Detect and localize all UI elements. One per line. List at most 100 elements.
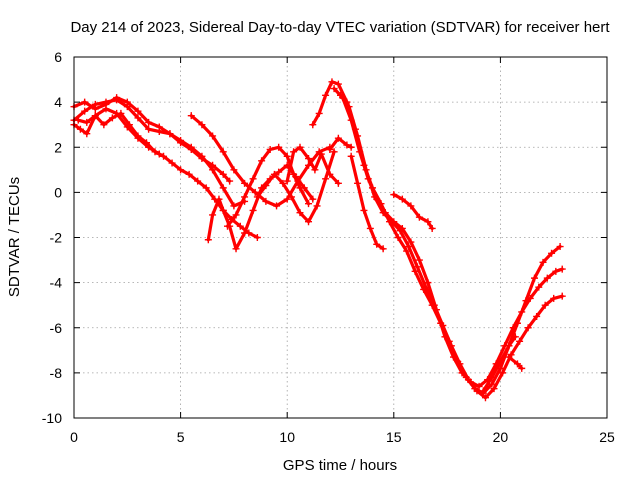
data-point-plus-marker	[334, 134, 342, 142]
data-point-plus-marker	[142, 139, 150, 147]
data-point-plus-marker	[134, 114, 142, 122]
data-point-plus-marker	[337, 91, 344, 99]
data-point-plus-marker	[198, 121, 206, 129]
data-point-plus-marker	[405, 243, 413, 251]
series-line	[328, 136, 353, 152]
data-point-plus-marker	[194, 177, 202, 185]
data-point-plus-marker	[334, 179, 342, 187]
data-point-plus-marker	[155, 123, 163, 131]
y-tick-label: 6	[54, 49, 62, 65]
data-point-plus-marker	[362, 166, 370, 174]
data-point-plus-marker	[322, 175, 330, 183]
data-point-plus-marker	[345, 103, 353, 111]
data-point-plus-marker	[215, 195, 223, 203]
data-point-plus-marker	[296, 209, 304, 217]
chart-title: Day 214 of 2023, Sidereal Day-to-day VTE…	[70, 19, 610, 36]
data-point-plus-marker	[548, 249, 556, 257]
data-point-plus-marker	[249, 206, 257, 214]
y-tick-label: -4	[50, 275, 63, 291]
data-point-plus-marker	[488, 373, 496, 381]
data-point-plus-marker	[311, 166, 319, 174]
data-point-plus-marker	[145, 118, 153, 126]
data-point-plus-marker	[428, 224, 436, 232]
data-point-plus-marker	[187, 112, 195, 120]
y-tick-label: 4	[54, 94, 62, 110]
series-line	[255, 150, 336, 224]
data-point-plus-marker	[390, 191, 398, 199]
data-point-plus-marker	[407, 238, 415, 246]
data-point-plus-marker	[204, 236, 212, 244]
data-point-plus-marker	[326, 146, 334, 154]
data-point-plus-marker	[330, 85, 338, 93]
data-point-plus-marker	[516, 337, 524, 345]
x-tick-label: 25	[599, 429, 615, 445]
data-point-plus-marker	[505, 353, 513, 361]
data-point-plus-marker	[151, 148, 159, 156]
data-point-plus-marker	[315, 109, 323, 117]
data-point-plus-marker	[253, 193, 261, 201]
y-tick-label: -10	[42, 410, 62, 426]
data-point-plus-marker	[279, 179, 287, 187]
data-point-plus-marker	[524, 324, 532, 332]
series-track-12	[337, 91, 566, 402]
x-tick-label: 20	[493, 429, 509, 445]
data-point-plus-marker	[415, 256, 423, 264]
data-point-plus-marker	[296, 184, 304, 192]
data-point-plus-marker	[275, 143, 283, 151]
data-point-plus-marker	[76, 125, 84, 133]
data-point-plus-marker	[283, 177, 291, 185]
data-point-plus-marker	[411, 267, 419, 275]
data-point-plus-marker	[117, 109, 125, 117]
data-point-plus-marker	[531, 274, 539, 282]
data-point-plus-marker	[123, 98, 131, 106]
data-point-plus-marker	[266, 146, 274, 154]
series-track-16	[479, 333, 519, 395]
grid	[74, 57, 607, 418]
data-point-plus-marker	[209, 211, 217, 219]
series-track-4	[74, 109, 261, 241]
data-point-plus-marker	[415, 213, 423, 221]
data-point-plus-marker	[270, 170, 278, 178]
data-point-plus-marker	[81, 107, 89, 115]
data-point-plus-marker	[236, 222, 244, 230]
data-point-plus-marker	[145, 125, 153, 133]
series-track-17	[505, 353, 526, 372]
data-point-plus-marker	[219, 170, 227, 178]
data-point-plus-marker	[305, 155, 313, 163]
data-point-plus-marker	[354, 179, 362, 187]
data-point-plus-marker	[373, 240, 381, 248]
data-point-plus-marker	[354, 132, 362, 140]
data-point-plus-marker	[81, 98, 89, 106]
data-point-plus-marker	[166, 130, 174, 138]
data-point-plus-marker	[541, 301, 549, 309]
data-point-plus-marker	[219, 184, 227, 192]
series-track-14	[347, 152, 387, 253]
x-tick-label: 5	[177, 429, 185, 445]
data-point-plus-marker	[513, 360, 521, 368]
data-point-plus-marker	[556, 243, 564, 251]
data-point-plus-marker	[413, 263, 421, 271]
y-tick-label: -6	[50, 320, 63, 336]
data-point-plus-marker	[305, 218, 313, 226]
y-tick-label: -2	[50, 230, 63, 246]
data-point-plus-marker	[296, 143, 304, 151]
data-point-plus-marker	[558, 292, 566, 300]
data-point-plus-marker	[398, 195, 406, 203]
data-point-plus-marker	[202, 184, 210, 192]
data-point-plus-marker	[430, 301, 438, 309]
data-point-plus-marker	[496, 358, 504, 366]
x-axis-label: GPS time / hours	[283, 457, 397, 474]
data-point-plus-marker	[177, 166, 185, 174]
data-point-plus-marker	[396, 227, 404, 235]
data-point-plus-marker	[533, 312, 541, 320]
series-track-15	[390, 191, 436, 232]
data-point-plus-marker	[83, 130, 91, 138]
data-point-plus-marker	[102, 100, 110, 108]
data-point-plus-marker	[168, 159, 176, 167]
x-tick-label: 15	[386, 429, 402, 445]
data-point-plus-marker	[262, 197, 270, 205]
data-point-plus-marker	[177, 136, 185, 144]
data-point-plus-marker	[185, 170, 193, 178]
